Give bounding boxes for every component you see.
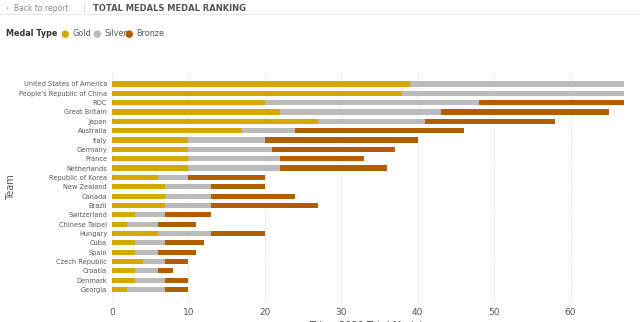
Bar xyxy=(166,194,211,199)
Bar xyxy=(143,259,166,264)
Bar xyxy=(318,119,426,124)
Bar xyxy=(188,175,265,180)
X-axis label: Tokyo 2020 Total Medals: Tokyo 2020 Total Medals xyxy=(309,321,427,322)
Text: TOTAL MEDALS MEDAL RANKING: TOTAL MEDALS MEDAL RANKING xyxy=(93,4,246,13)
Bar xyxy=(135,250,158,255)
Bar xyxy=(112,231,158,236)
Bar xyxy=(135,268,158,273)
Bar xyxy=(112,100,265,105)
Bar xyxy=(158,222,196,227)
Bar xyxy=(112,222,127,227)
Bar xyxy=(265,137,418,143)
Bar xyxy=(188,166,280,171)
Bar xyxy=(135,278,166,283)
Bar xyxy=(242,128,296,133)
Bar xyxy=(280,156,364,161)
Bar xyxy=(426,119,556,124)
Bar xyxy=(112,166,188,171)
Bar xyxy=(296,128,463,133)
Bar xyxy=(166,203,211,208)
Text: ‹  Back to report: ‹ Back to report xyxy=(6,4,69,13)
Bar xyxy=(211,231,265,236)
Bar xyxy=(112,278,135,283)
Bar xyxy=(112,203,166,208)
Bar xyxy=(211,194,296,199)
Bar xyxy=(112,212,135,217)
Text: ●: ● xyxy=(61,29,69,39)
Y-axis label: Team: Team xyxy=(6,174,16,200)
Bar xyxy=(440,109,609,115)
Bar xyxy=(112,137,188,143)
Bar xyxy=(135,212,166,217)
Bar xyxy=(112,175,158,180)
Bar xyxy=(112,287,127,292)
Bar xyxy=(112,91,403,96)
Bar xyxy=(112,81,410,87)
Bar xyxy=(188,147,273,152)
Bar xyxy=(410,81,640,87)
Bar xyxy=(280,109,440,115)
Bar xyxy=(112,119,318,124)
Bar xyxy=(188,156,280,161)
Bar xyxy=(166,287,188,292)
Bar xyxy=(112,240,135,245)
Bar xyxy=(211,203,318,208)
Bar xyxy=(112,184,166,189)
Bar xyxy=(211,184,265,189)
Bar xyxy=(158,231,211,236)
Text: Bronze: Bronze xyxy=(136,29,164,38)
Bar xyxy=(112,259,143,264)
Bar xyxy=(166,212,211,217)
Bar xyxy=(166,184,211,189)
Bar xyxy=(112,156,188,161)
Bar xyxy=(166,259,188,264)
Text: Silver: Silver xyxy=(104,29,127,38)
Text: Gold: Gold xyxy=(72,29,91,38)
Bar xyxy=(112,128,242,133)
Bar xyxy=(112,250,135,255)
Bar xyxy=(158,175,188,180)
Bar xyxy=(112,268,135,273)
Bar xyxy=(403,91,640,96)
Bar xyxy=(273,147,395,152)
Text: Medal Type: Medal Type xyxy=(6,29,58,38)
Bar xyxy=(188,137,265,143)
Bar xyxy=(166,278,188,283)
Text: ●: ● xyxy=(125,29,133,39)
Bar xyxy=(127,287,166,292)
Bar xyxy=(479,100,640,105)
Bar xyxy=(166,240,204,245)
Bar xyxy=(158,250,196,255)
Bar xyxy=(158,268,173,273)
Bar xyxy=(112,109,280,115)
Text: ●: ● xyxy=(93,29,101,39)
Text: |: | xyxy=(83,4,86,13)
Bar xyxy=(280,166,387,171)
Bar xyxy=(112,194,166,199)
Bar xyxy=(112,147,188,152)
Bar xyxy=(135,240,166,245)
Bar xyxy=(127,222,158,227)
Bar xyxy=(265,100,479,105)
